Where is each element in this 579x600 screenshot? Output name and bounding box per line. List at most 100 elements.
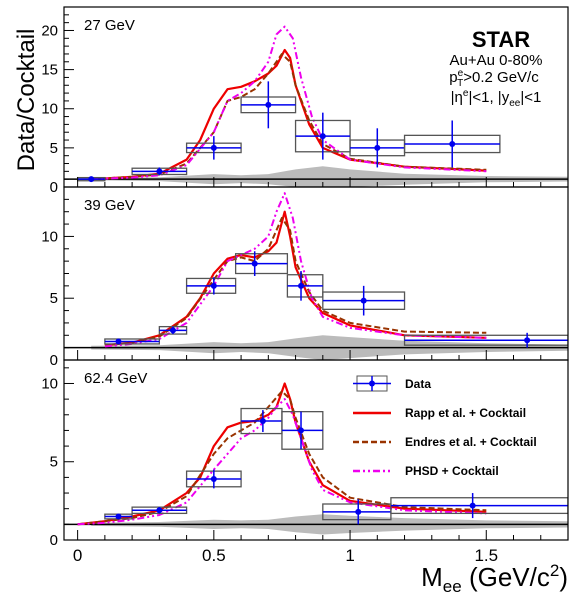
y-tick-label: 5	[50, 140, 58, 157]
data-point	[185, 277, 237, 295]
data-point	[234, 251, 289, 276]
rapp-curve	[77, 382, 487, 526]
legend-item-phsd: PHSD + Cocktail	[353, 464, 499, 478]
y-tick-label: 0	[50, 352, 58, 369]
phsd-curve	[77, 398, 487, 526]
eta-cut-open: |η	[451, 89, 463, 106]
data-marker	[156, 168, 163, 175]
x-tick-label: 1	[345, 546, 354, 565]
pt-cut-label: pe T>0.2 GeV/c	[449, 68, 539, 89]
legend-label-phsd: PHSD + Cocktail	[405, 464, 499, 478]
cocktail-uncertainty-band	[91, 166, 568, 187]
y-tick-label: 15	[41, 62, 58, 79]
data-point	[322, 285, 406, 316]
eta-cut-mid: |<1, |y	[468, 89, 509, 106]
y-tick-label: 0	[50, 179, 58, 196]
legend-label-rapp: Rapp et al. + Cocktail	[405, 406, 526, 420]
data-marker	[115, 513, 122, 520]
eta-cut-sub: ee	[509, 98, 521, 109]
x-axis-label-unit-sup: 2	[550, 561, 559, 580]
panel-62-4-gev: 0 5 10 62.4 GeV	[41, 359, 569, 549]
data-point	[281, 411, 324, 450]
data-point	[240, 407, 283, 435]
pt-cut-main: p	[449, 69, 457, 86]
x-tick-label: 1.5	[474, 546, 498, 565]
data-point	[104, 338, 161, 345]
data-point	[104, 513, 133, 520]
data-marker	[210, 282, 217, 289]
endres-curve	[104, 216, 487, 347]
pt-cut-rest: >0.2 GeV/c	[463, 69, 539, 86]
panel-frame	[63, 186, 569, 361]
panel-plot-area	[64, 382, 568, 535]
pt-cut-sub: T	[457, 78, 463, 89]
data-marker	[156, 507, 163, 514]
x-tick-label: 0.5	[202, 546, 226, 565]
panels-layer: 0 5 10 15 20 27 GeV 0 5 10 39 GeV 0 5 10 62.4 GeV	[41, 6, 569, 549]
data-marker	[169, 327, 176, 334]
legend-item-data: Data	[353, 375, 431, 392]
data-point	[294, 112, 351, 160]
experiment-label: STAR	[472, 27, 530, 52]
data-marker	[298, 427, 305, 434]
legend-label-data: Data	[405, 377, 431, 391]
data-point	[286, 271, 324, 301]
y-tick-label: 5	[50, 290, 58, 307]
y-tick-label: 0	[50, 532, 58, 549]
panel-39-gev: 0 5 10 39 GeV	[41, 186, 569, 369]
data-marker	[251, 260, 258, 267]
data-marker	[360, 297, 367, 304]
data-point	[76, 176, 106, 183]
x-tick-labels: 0 0.5 1 1.5	[73, 546, 498, 565]
data-point	[240, 81, 297, 129]
phsd-curve	[91, 25, 487, 181]
data-marker	[524, 337, 531, 344]
legend-item-endres: Endres et al. + Cocktail	[353, 435, 537, 449]
legend-item-rapp: Rapp et al. + Cocktail	[353, 406, 526, 420]
data-marker	[449, 140, 456, 147]
y-tick-label: 5	[50, 454, 58, 471]
data-marker	[265, 101, 272, 108]
data-marker	[469, 502, 476, 509]
x-axis-label-unit-close: )	[559, 562, 568, 592]
y-tick-label: 10	[41, 228, 58, 245]
y-axis-label: Data/Cocktail	[13, 29, 40, 172]
data-point	[131, 167, 188, 176]
y-tick-label: 20	[41, 22, 58, 39]
data-point	[403, 120, 501, 168]
x-axis-label-unit-open: (GeV/c	[462, 562, 550, 592]
eta-cut-close: |<1	[520, 89, 541, 106]
panel-title: 39 GeV	[84, 197, 135, 214]
x-axis-label: Mee (GeV/c2)	[421, 561, 568, 596]
panel-title: 27 GeV	[84, 17, 135, 34]
panel-27-gev: 0 5 10 15 20 27 GeV	[41, 6, 569, 196]
collision-system: Au+Au 0-80%	[450, 52, 543, 69]
y-tick-label: 10	[41, 375, 58, 392]
panel-frame	[63, 359, 569, 541]
rapp-curve	[91, 48, 487, 181]
pt-cut-sup: e	[458, 68, 464, 79]
eta-cut-sup: e	[463, 88, 469, 99]
data-marker	[319, 133, 326, 140]
x-tick-label: 0	[73, 546, 82, 565]
data-marker	[298, 282, 305, 289]
rapp-curve	[104, 210, 487, 347]
data-point	[390, 493, 568, 519]
y-tick-label: 10	[41, 101, 58, 118]
eta-cut-label: |ηe|<1, |yee|<1	[451, 88, 542, 109]
legend: Data Rapp et al. + Cocktail Endres et al…	[353, 375, 537, 478]
data-marker	[115, 338, 122, 345]
phsd-curve	[104, 192, 487, 348]
data-marker	[374, 144, 381, 151]
data-marker	[259, 418, 266, 425]
legend-data-marker	[369, 380, 375, 387]
data-point	[131, 506, 188, 515]
data-marker	[210, 475, 217, 482]
data-point	[403, 332, 568, 348]
legend-label-endres: Endres et al. + Cocktail	[405, 435, 537, 449]
x-axis-label-sub: ee	[443, 577, 462, 596]
data-point	[158, 325, 188, 335]
data-point	[185, 469, 242, 489]
data-marker	[210, 144, 217, 151]
